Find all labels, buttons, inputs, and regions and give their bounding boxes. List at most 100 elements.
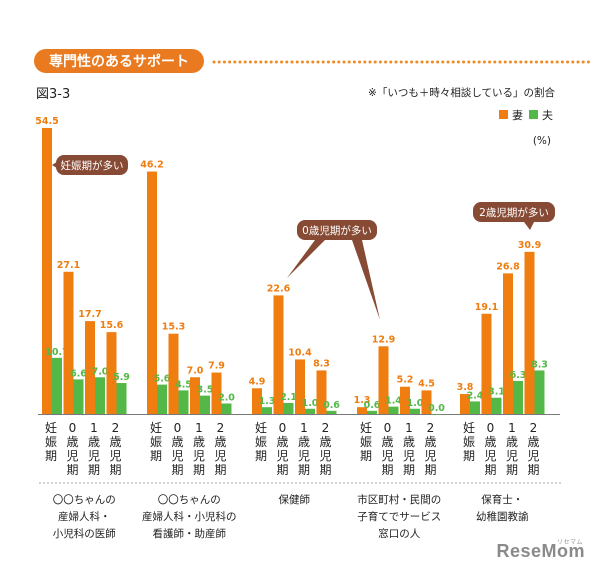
period-label-char: 歳 — [276, 435, 288, 449]
separator-dot — [75, 482, 77, 484]
dotted-rule-dot — [550, 60, 554, 64]
separator-dot — [519, 482, 521, 484]
separator-dot — [531, 482, 533, 484]
separator-dot — [327, 482, 329, 484]
bar-wife — [481, 313, 492, 414]
separator-dot — [103, 482, 105, 484]
separator-dot — [507, 482, 509, 484]
separator-dot — [523, 482, 525, 484]
separator-dot — [435, 482, 437, 484]
separator-dot — [299, 482, 301, 484]
period-label-char: 期 — [193, 463, 205, 477]
period-label-char: 0 — [384, 421, 392, 435]
bar-wife — [316, 370, 327, 414]
separator-dot — [127, 482, 129, 484]
separator-dot — [451, 482, 453, 484]
separator-dot — [551, 482, 553, 484]
period-label-char: 1 — [195, 421, 203, 435]
separator-dot — [235, 482, 237, 484]
separator-dot — [123, 482, 125, 484]
separator-dot — [487, 482, 489, 484]
dotted-rule-dot — [254, 60, 258, 64]
callout-pregnancy-text: 妊娠期が多い — [61, 159, 124, 172]
period-label-char: 妊 — [150, 421, 162, 435]
period-label-char: 期 — [463, 449, 475, 463]
dotted-rule-dot — [410, 60, 414, 64]
period-label-char: 歳 — [109, 435, 121, 449]
separator-dot — [223, 482, 225, 484]
dotted-rule-dot — [259, 60, 263, 64]
group-label-line: 窓口の人 — [378, 527, 420, 540]
separator-dot — [39, 482, 41, 484]
dotted-rule-dot — [436, 60, 440, 64]
period-label-char: 歳 — [298, 435, 310, 449]
separator-dot — [251, 482, 253, 484]
dotted-rule-dot — [306, 60, 310, 64]
separator-dot — [167, 482, 169, 484]
separator-dot — [527, 482, 529, 484]
dotted-rule-dot — [290, 60, 294, 64]
separator-dot — [279, 482, 281, 484]
bar-husband — [326, 410, 337, 414]
separator-dot — [243, 482, 245, 484]
data-label-wife: 46.2 — [140, 160, 163, 171]
callout-age2-pointer — [524, 222, 534, 230]
period-label-char: 児 — [381, 449, 393, 463]
title-pill — [34, 49, 204, 73]
callout-age0: 0歳児期が多い — [287, 220, 380, 320]
callout-age2-bubble — [473, 202, 555, 222]
period-label-char: 期 — [88, 463, 100, 477]
data-label-husband: 7.0 — [92, 366, 109, 377]
separator-dot — [375, 482, 377, 484]
separator-dot — [239, 482, 241, 484]
separator-dot — [503, 482, 505, 484]
callout-pregnancy-pointer — [52, 160, 60, 170]
separator-dot — [399, 482, 401, 484]
dotted-rule-dot — [332, 60, 336, 64]
watermark-logo: ReseMom リセマム — [496, 540, 585, 562]
data-label-wife: 8.3 — [313, 358, 330, 369]
separator-dot — [255, 482, 257, 484]
period-label-char: 児 — [214, 449, 226, 463]
dotted-rule-dot — [222, 60, 226, 64]
data-label-wife: 30.9 — [518, 240, 541, 251]
period-label-char: 歳 — [506, 435, 518, 449]
group-label-line: 産婦人科・小児科の — [142, 510, 237, 523]
dotted-rule-dot — [555, 60, 559, 64]
separator-dot — [471, 482, 473, 484]
dotted-rule-dot — [274, 60, 278, 64]
separator-dot — [555, 482, 557, 484]
dotted-rule-dot — [545, 60, 549, 64]
data-label-husband: 10.7 — [45, 347, 68, 358]
separator-dot — [335, 482, 337, 484]
data-label-wife: 7.9 — [208, 361, 225, 372]
period-label-char: 児 — [403, 449, 415, 463]
period-label-char: 歳 — [381, 435, 393, 449]
dotted-rule-dot — [477, 60, 481, 64]
callout-age2-text: 2歳児期が多い — [479, 206, 549, 219]
bar-husband — [73, 379, 84, 414]
bar-husband — [157, 384, 167, 414]
separator-dot — [179, 482, 181, 484]
dotted-rule-dot — [342, 60, 346, 64]
dotted-rule-dot — [373, 60, 377, 64]
dotted-rule-dot — [420, 60, 424, 64]
dotted-rule-dot — [212, 60, 216, 64]
group-label-line: 保育士・ — [481, 493, 523, 506]
separator-dot — [411, 482, 413, 484]
period-label-char: 歳 — [193, 435, 205, 449]
separator-dot — [475, 482, 477, 484]
separator-dot — [415, 482, 417, 484]
title-text: 専門性のあるサポート — [49, 53, 189, 70]
separator-dot — [303, 482, 305, 484]
legend-label-husband: 夫 — [542, 109, 553, 122]
dotted-rule-dot — [508, 60, 512, 64]
bar-wife — [273, 295, 284, 414]
bar-husband — [491, 397, 502, 414]
callout-age2: 2歳児期が多い — [473, 202, 555, 230]
separator-dot — [547, 482, 549, 484]
dotted-rule-dot — [430, 60, 434, 64]
separator-dot — [195, 482, 197, 484]
period-label-char: 児 — [319, 449, 331, 463]
